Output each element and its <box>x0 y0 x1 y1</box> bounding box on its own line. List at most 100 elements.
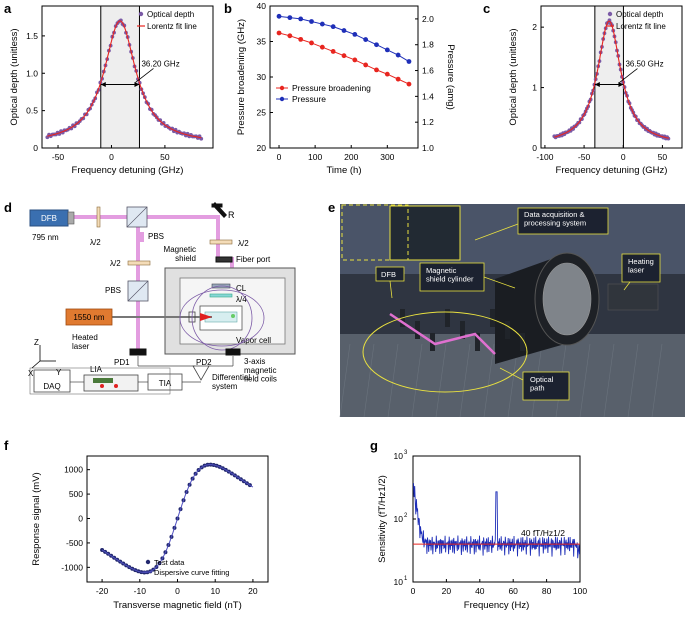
pointer <box>474 223 519 241</box>
chart-g-ytick-label: 10 <box>394 514 404 524</box>
fit-line <box>47 20 202 139</box>
shield-photo-label: Magnetic shield cylinder <box>426 266 474 283</box>
data-point-broadening <box>384 71 390 77</box>
dfb-label: DFB <box>41 214 57 223</box>
table-hole-row <box>627 343 639 418</box>
coils-label: 3-axis magnetic field coils <box>244 357 277 384</box>
chart-b-ytick2-label: 1.2 <box>422 117 434 127</box>
chart-b-ytick2-label: 2.0 <box>422 14 434 24</box>
chart-a-xtick-label: 50 <box>160 152 170 162</box>
mirror <box>212 202 227 218</box>
lia-display <box>93 378 113 383</box>
fiber-port-label: Fiber port <box>236 255 271 264</box>
optic-mount <box>445 309 450 327</box>
chart-a-xtick-label: 0 <box>109 152 114 162</box>
data-point-broadening <box>341 53 347 59</box>
chart-c-xtick-label: 50 <box>658 152 668 162</box>
data-point-broadening <box>352 57 358 63</box>
pbs-diag <box>127 280 149 302</box>
annotation: 36.20 GHz <box>141 59 179 68</box>
data-point-broadening <box>319 44 325 50</box>
shaded-region <box>594 6 624 148</box>
chart-f-ytick-label: 0 <box>78 514 83 524</box>
fit-line <box>554 20 669 139</box>
table-hole-row <box>603 343 615 418</box>
electronics-group <box>29 367 171 395</box>
heating-laser <box>607 283 659 311</box>
wavelength-label: 795 nm <box>32 233 59 242</box>
chart-g-xtick-label: 80 <box>542 586 552 596</box>
table-hole-row <box>483 343 495 418</box>
optic-mount <box>520 333 525 351</box>
diff-label: Differential system <box>212 373 250 391</box>
hwp-label: λ/2 <box>90 238 101 247</box>
table-hole-row <box>459 343 471 418</box>
pointer <box>499 367 524 381</box>
chart-g-xtick-label: 40 <box>475 586 485 596</box>
lia-knob <box>100 384 104 388</box>
beam <box>140 232 144 242</box>
annotation-pointer <box>619 68 638 83</box>
chart-frame-c <box>540 5 683 149</box>
daq-box <box>33 369 71 393</box>
fwhm-arrow <box>618 82 624 88</box>
chart-frame-a <box>41 5 214 149</box>
data-point-pressure <box>341 28 347 33</box>
optic-mount <box>415 321 420 339</box>
chart-b-xtick-label: 100 <box>308 152 322 162</box>
waveplate <box>209 239 233 245</box>
panel-letter-e: e <box>328 200 335 215</box>
magnetic-shield-label: Magnetic shield <box>164 245 196 263</box>
chart-b-ytick2-label: 1.6 <box>422 66 434 76</box>
diff-amp <box>192 365 210 381</box>
chart-g-ytick-label: 10 <box>394 577 404 587</box>
heated-laser-label: Heated laser <box>72 333 98 351</box>
x-axis-label: Transverse magnetic field (nT) <box>113 600 241 611</box>
daq-label: DAQ <box>43 382 60 391</box>
setup-diagram: DFB 795 nm λ/2 PBS Rλ/2 Fiber port Magnetic shi… <box>28 202 296 395</box>
table-hole-row <box>411 343 423 418</box>
chart-b-xtick-label: 200 <box>344 152 358 162</box>
axis-x <box>31 360 41 369</box>
data-point-pressure <box>309 19 314 24</box>
chart-a-ytick-label: 1.0 <box>26 68 38 78</box>
waveplate <box>127 260 151 266</box>
dfb-lens <box>67 211 75 225</box>
lia-label: LIA <box>90 365 103 374</box>
daq-outline <box>341 204 409 261</box>
chart-f-xtick-label: 20 <box>248 586 258 596</box>
fit-curve <box>101 464 254 573</box>
chart-b-xtick-label: 300 <box>380 152 394 162</box>
pd2-label: PD2 <box>196 358 212 367</box>
x-axis-label: Frequency (Hz) <box>464 600 529 611</box>
legend-marker <box>607 11 613 17</box>
annotation-pointer <box>135 68 154 83</box>
panel-letter-b: b <box>224 1 232 16</box>
lia-knob <box>114 384 118 388</box>
heated-laser-box <box>65 308 113 326</box>
data-point-pressure <box>352 32 358 37</box>
axis-y-label: Y <box>56 368 62 377</box>
table-hole-row <box>579 343 591 418</box>
data-point-broadening <box>363 62 369 68</box>
y-axis-label: Sensitivity (fT/Hz1/2) <box>377 475 388 563</box>
chart-c-xtick-label: -50 <box>578 152 591 162</box>
legend-item: Lorentz fit line <box>616 22 666 31</box>
series-line-broadening <box>278 32 410 85</box>
photodiode <box>129 348 147 356</box>
data-point-pressure <box>319 21 325 27</box>
chart-g-xtick-label: 0 <box>411 586 416 596</box>
shaded-region <box>100 6 140 148</box>
pointer <box>623 281 631 291</box>
chart-b-ytick-label: 35 <box>257 37 267 47</box>
y2-axis-label: Pressure (amg) <box>445 44 456 109</box>
shield-lid <box>542 262 592 336</box>
pointer <box>389 280 393 299</box>
chart-b-ytick-label: 20 <box>257 143 267 153</box>
cl-label: CL <box>236 284 247 293</box>
panel-letter-a: a <box>4 1 12 16</box>
chart-a-ytick-label: 0 <box>33 143 38 153</box>
dfb-photo-label: DFB <box>381 270 396 279</box>
label-box <box>621 253 661 283</box>
